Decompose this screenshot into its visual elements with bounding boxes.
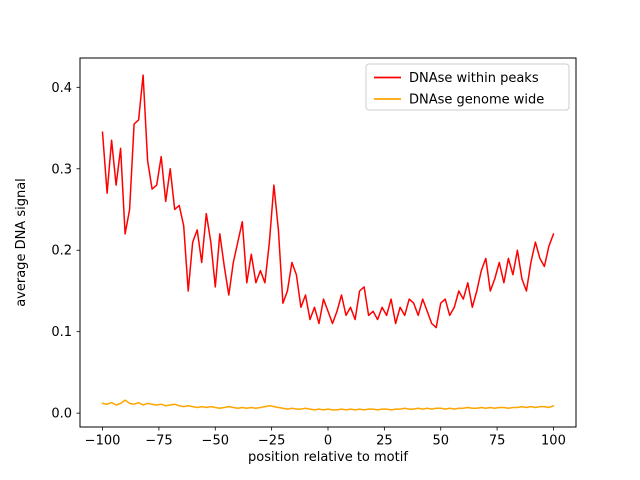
- y-axis-ticks: 0.0 0.1 0.2 0.3 0.4: [51, 81, 80, 422]
- x-tick-label: 75: [489, 434, 506, 449]
- legend-label-peaks: DNAse within peaks: [409, 71, 539, 86]
- x-tick-label: −75: [145, 434, 172, 449]
- x-axis-ticks: −100 −75 −50 −25 0 25 50 75 100: [85, 427, 566, 449]
- plot-area: [79, 57, 577, 428]
- legend: DNAse within peaks DNAse genome wide: [365, 63, 570, 111]
- x-axis-label: position relative to motif: [248, 450, 408, 465]
- y-tick-label: 0.3: [51, 162, 72, 177]
- y-tick-label: 0.1: [51, 325, 72, 340]
- x-tick-label: 100: [541, 434, 566, 449]
- legend-label-genome: DNAse genome wide: [409, 93, 544, 108]
- x-tick-label: −50: [202, 434, 229, 449]
- series-line-0: [101, 74, 555, 329]
- y-tick-label: 0.0: [51, 407, 72, 422]
- x-tick-label: 25: [376, 434, 393, 449]
- series-line-1: [101, 399, 555, 411]
- x-tick-label: −25: [258, 434, 285, 449]
- x-tick-label: 50: [432, 434, 449, 449]
- series-lines: [101, 74, 555, 411]
- y-tick-label: 0.4: [51, 81, 72, 96]
- x-tick-label: −100: [85, 434, 121, 449]
- x-tick-label: 0: [324, 434, 332, 449]
- legend-box: [365, 63, 570, 111]
- y-axis-label: average DNA signal: [14, 178, 29, 307]
- y-tick-label: 0.2: [51, 244, 72, 259]
